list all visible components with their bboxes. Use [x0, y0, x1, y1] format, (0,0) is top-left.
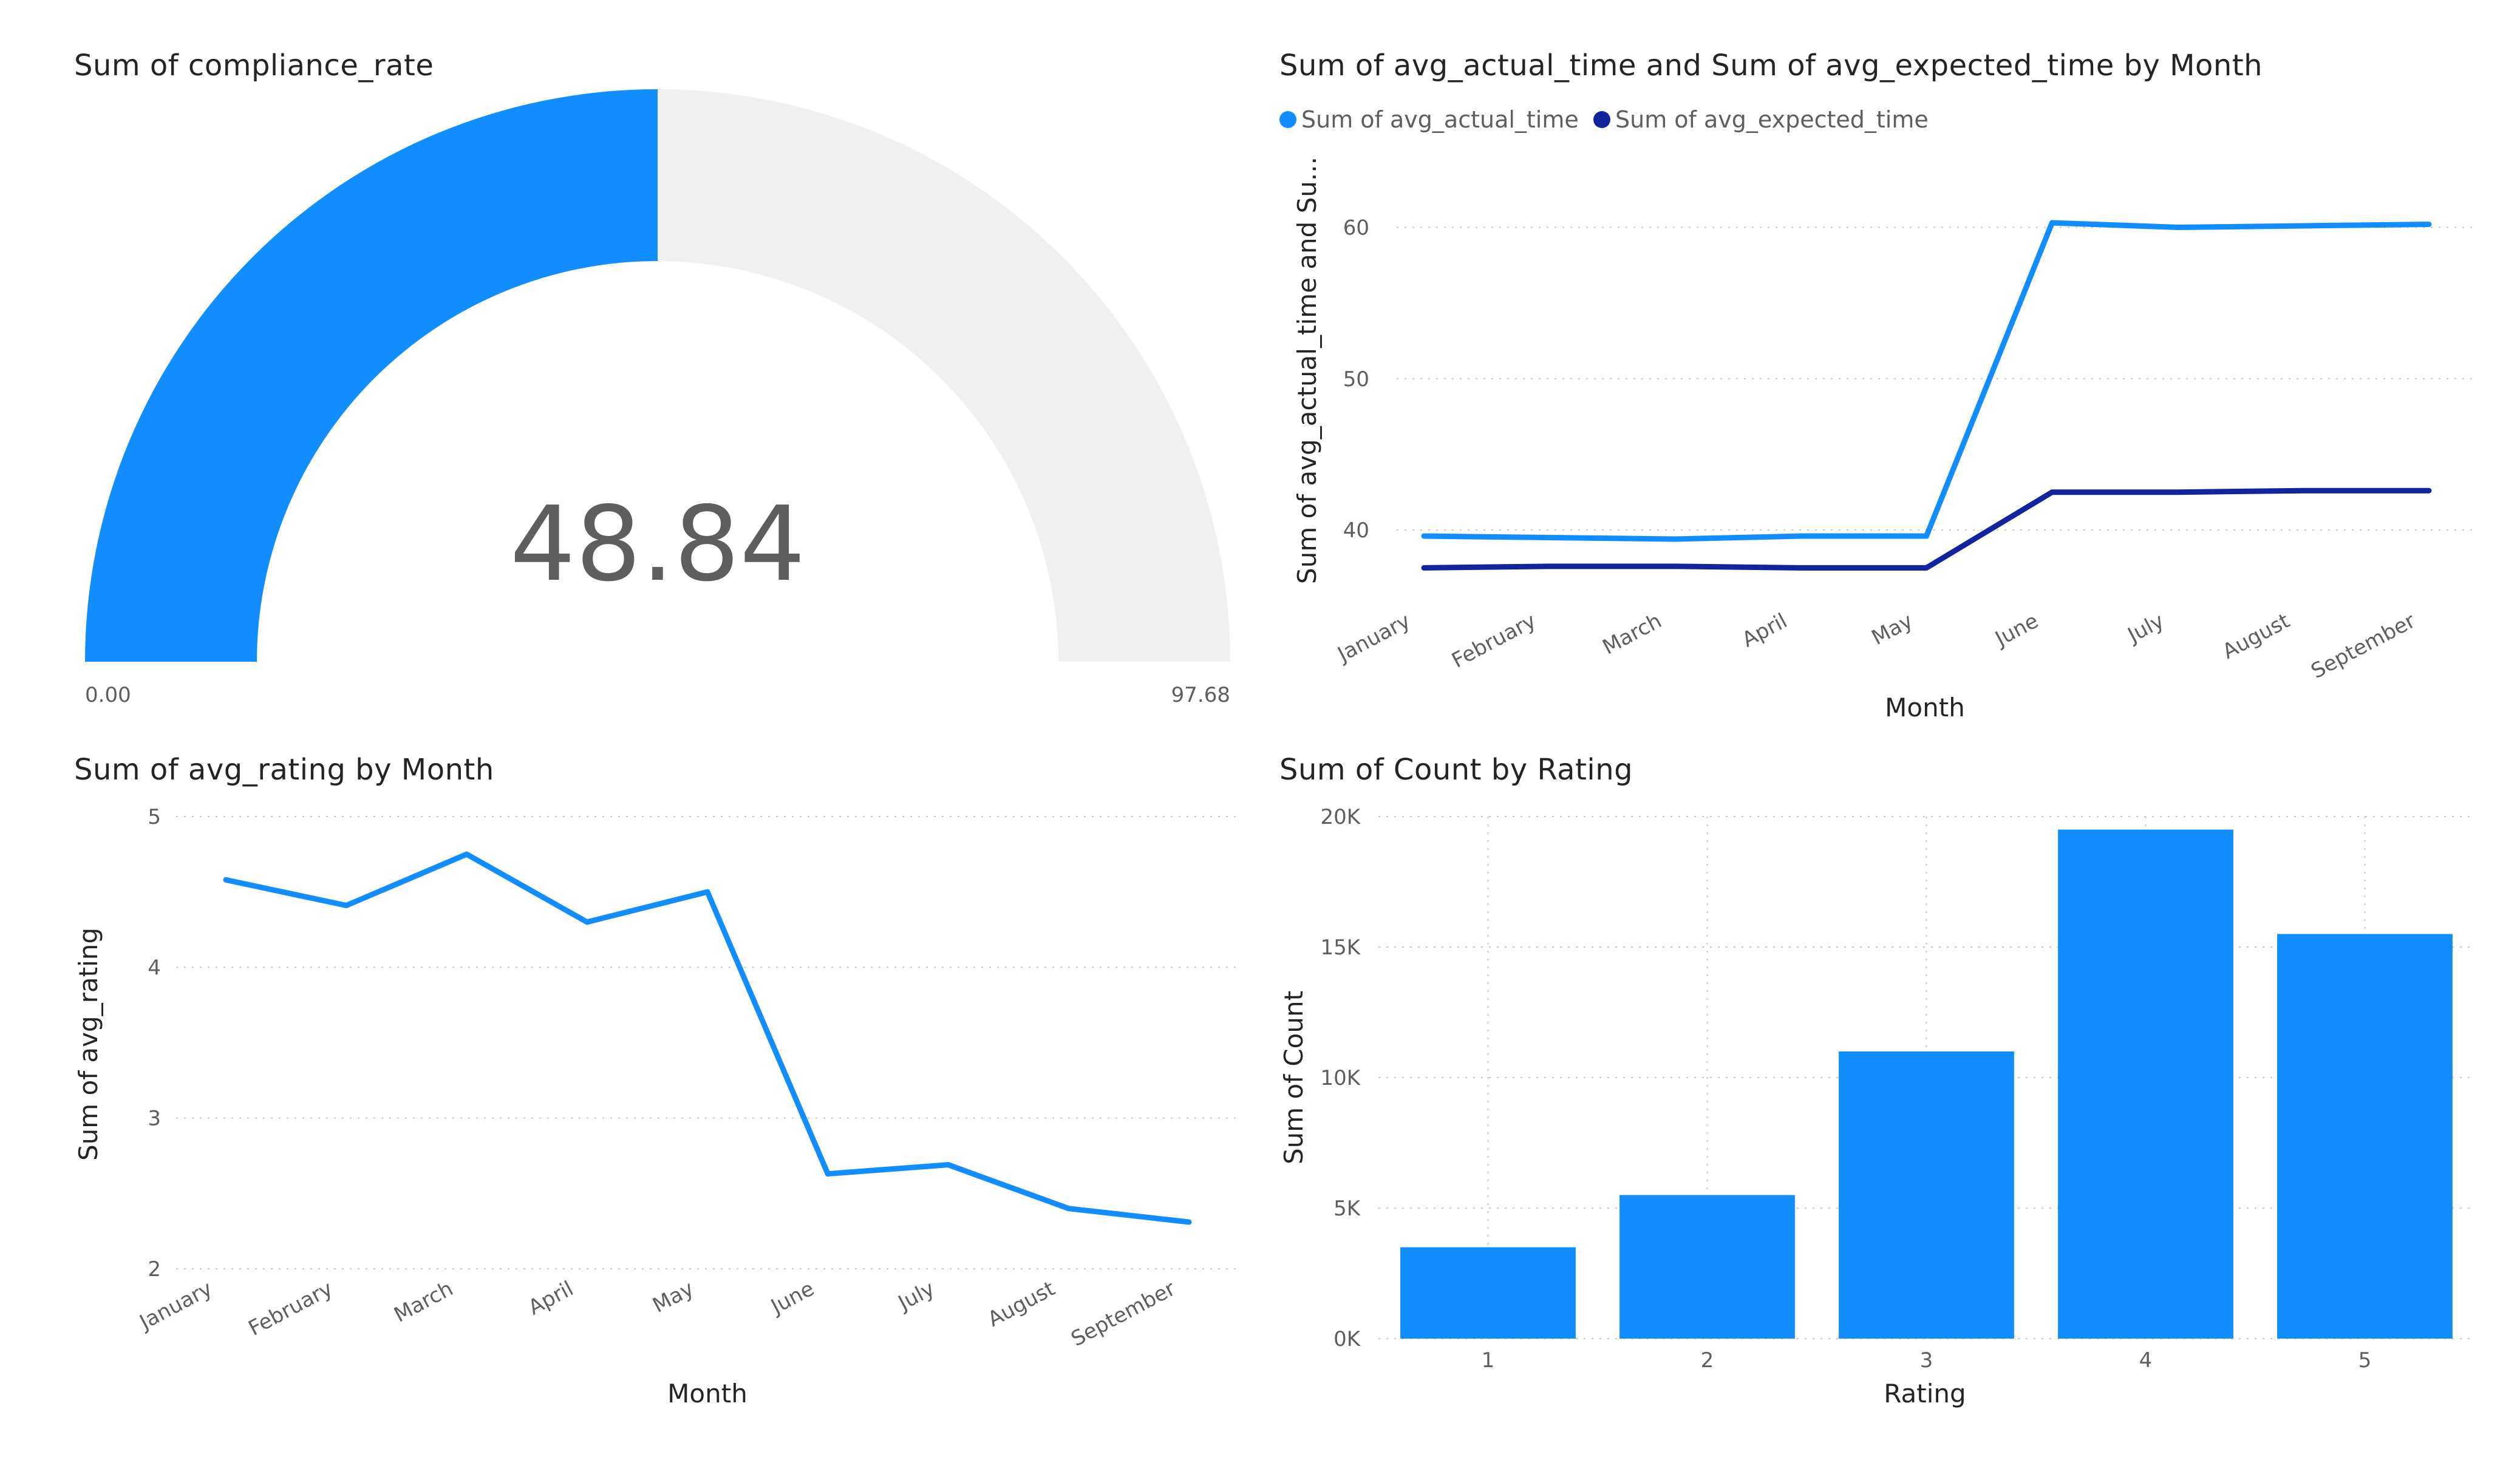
y-tick-label: 5 [148, 805, 161, 829]
data-point [346, 905, 347, 906]
data-point [2051, 222, 2052, 223]
x-tick-label: February [245, 1277, 337, 1341]
y-tick-label: 15K [1320, 936, 1361, 960]
data-point [2303, 490, 2304, 491]
y-tick-label: 40 [1343, 518, 1369, 543]
rating-line-title: Sum of avg_rating by Month [74, 753, 494, 787]
x-tick-label: July [2123, 609, 2168, 648]
x-tick-label: March [1599, 609, 1666, 660]
data-point [1675, 538, 1676, 540]
data-point [1188, 1221, 1190, 1223]
y-tick-label: 20K [1320, 805, 1361, 829]
y-tick-label: 3 [148, 1107, 161, 1131]
gauge-visual[interactable]: Sum of compliance_rate 48.84 0.00 97.68 [0, 0, 1260, 728]
data-point [466, 854, 468, 855]
y-axis-title: Sum of Count [1279, 991, 1309, 1164]
x-tick-label: January [1333, 609, 1414, 668]
legend-marker [1279, 111, 1296, 128]
data-point [1068, 1208, 1069, 1209]
series-line-line-0 [223, 851, 1192, 1225]
data-point [1926, 567, 1927, 568]
x-tick-label: June [1990, 609, 2043, 652]
x-tick-label: September [1068, 1277, 1180, 1352]
x-tick-label: April [1738, 609, 1791, 653]
gauge-value-label: 48.84 [510, 484, 806, 605]
x-tick-label: 3 [1920, 1348, 1933, 1373]
bar-rating-1 [1400, 1247, 1576, 1339]
data-point [225, 879, 226, 880]
data-point [1423, 535, 1425, 537]
x-tick-label: June [766, 1277, 819, 1320]
x-tick-label: April [525, 1277, 577, 1320]
data-point [1800, 567, 1802, 568]
gauge-title: Sum of compliance_rate [74, 49, 434, 83]
gauge-fill [85, 89, 658, 662]
y-tick-label: 0K [1333, 1327, 1361, 1351]
data-point [2428, 490, 2430, 491]
time-line-chart: Sum of avg_actual_time Sum of avg_expecte… [1279, 106, 2474, 722]
x-tick-label: August [2219, 609, 2294, 664]
y-tick-label: 2 [148, 1257, 161, 1282]
data-point [2051, 492, 2052, 493]
x-axis-title: Month [1885, 693, 1965, 722]
data-point [2177, 226, 2178, 228]
series-line-sum-of-avg-actual-time [1421, 220, 2432, 542]
x-tick-label: May [1868, 609, 1917, 650]
legend-label: Sum of avg_expected_time [1615, 106, 1929, 133]
data-point [1549, 566, 1550, 567]
data-point [587, 922, 588, 923]
time-line-title: Sum of avg_actual_time and Sum of avg_ex… [1279, 49, 2263, 83]
x-axis-title: Month [667, 1379, 747, 1408]
data-point [1800, 535, 1802, 537]
x-tick-label: May [649, 1277, 698, 1318]
data-point [2303, 225, 2304, 226]
gauge-chart: 48.84 0.00 97.68 [85, 89, 1230, 707]
count-bar-chart: 0K 5K 10K 15K 20K 1 2 3 4 5 Rating Sum of Count [1279, 805, 2474, 1408]
legend-label: Sum of avg_actual_time [1301, 106, 1579, 133]
data-point [1675, 566, 1676, 567]
data-point [1423, 567, 1425, 568]
x-tick-label: 5 [2358, 1348, 2372, 1373]
rating-line-chart: 2 3 4 5 January February March April May June July… [73, 805, 1239, 1408]
gauge-max-label: 97.68 [1171, 683, 1230, 707]
x-tick-label: January [135, 1277, 216, 1336]
rating-line-visual[interactable]: Sum of avg_rating by Month 2 3 4 5 January Fe… [0, 728, 1260, 1457]
bar-rating-3 [1839, 1051, 2014, 1339]
time-line-visual[interactable]: Sum of avg_actual_time and Sum of avg_ex… [1260, 0, 2520, 728]
series-line-sum-of-avg-expected-time [1421, 487, 2432, 571]
data-point [948, 1164, 949, 1166]
x-tick-label: 2 [1701, 1348, 1714, 1373]
bar-rating-4 [2058, 829, 2233, 1339]
x-tick-label: September [2307, 609, 2420, 684]
y-tick-label: 5K [1333, 1197, 1361, 1221]
x-tick-label: August [984, 1277, 1059, 1332]
bar-rating-5 [2277, 934, 2453, 1339]
y-axis-title: Sum of avg_actual_time and Su... [1292, 157, 1322, 584]
data-point [2428, 224, 2430, 225]
x-tick-label: February [1448, 609, 1540, 673]
y-tick-label: 50 [1343, 367, 1369, 392]
x-tick-label: March [390, 1277, 457, 1328]
bar-rating-2 [1619, 1195, 1795, 1339]
count-bar-title: Sum of Count by Rating [1279, 753, 1633, 787]
data-point [707, 891, 708, 892]
legend-marker [1593, 111, 1610, 128]
x-tick-label: 1 [1482, 1348, 1495, 1373]
count-bar-visual[interactable]: Sum of Count by Rating 0K 5K 10K 15K 20K 1 2 3 4… [1260, 728, 2520, 1457]
x-tick-label: July [893, 1277, 939, 1316]
x-tick-label: 4 [2139, 1348, 2153, 1373]
y-axis-title: Sum of avg_rating [73, 928, 103, 1161]
data-point [1926, 535, 1927, 537]
data-point [1549, 537, 1550, 538]
gauge-min-label: 0.00 [85, 683, 131, 707]
x-axis-title: Rating [1884, 1379, 1966, 1408]
data-point [827, 1173, 828, 1175]
data-point [2177, 492, 2178, 493]
y-tick-label: 4 [148, 956, 161, 980]
y-tick-label: 10K [1320, 1066, 1361, 1090]
y-tick-label: 60 [1343, 216, 1369, 240]
